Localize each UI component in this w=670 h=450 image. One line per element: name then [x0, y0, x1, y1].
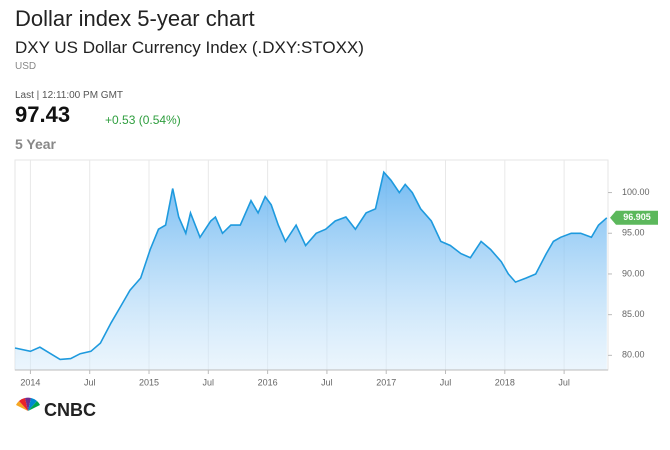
currency: USD [15, 61, 37, 72]
x-tick-label: 2015 [139, 377, 159, 387]
last-value-tag [610, 210, 658, 225]
change: +0.53 (0.54%) [105, 113, 181, 127]
logo-text: CNBC [44, 400, 96, 420]
x-tick-label: Jul [321, 377, 333, 387]
x-tick-label: Jul [440, 377, 452, 387]
last-value-label: 96.905 [623, 212, 651, 222]
x-tick-label: 2017 [376, 377, 396, 387]
y-tick-label: 85.00 [622, 309, 645, 319]
last-time: Last | 12:11:00 PM GMT [15, 90, 124, 101]
subtitle: DXY US Dollar Currency Index (.DXY:STOXX… [15, 38, 364, 57]
line [14, 170, 608, 361]
x-tick-label: 2018 [495, 377, 515, 387]
period: 5 Year [15, 136, 57, 152]
x-tick-label: 2016 [258, 377, 278, 387]
area [15, 172, 607, 370]
price: 97.43 [15, 102, 71, 127]
x-tick-label: Jul [84, 377, 96, 387]
y-tick-label: 80.00 [622, 350, 645, 360]
x-tick-label: Jul [558, 377, 570, 387]
y-tick-label: 100.00 [622, 187, 650, 197]
y-tick-label: 95.00 [622, 228, 645, 238]
y-tick-label: 90.00 [622, 268, 645, 278]
x-tick-label: Jul [203, 377, 215, 387]
x-tick-label: 2014 [20, 377, 40, 387]
logo: CNBC [16, 397, 96, 420]
title: Dollar index 5-year chart [15, 6, 255, 31]
